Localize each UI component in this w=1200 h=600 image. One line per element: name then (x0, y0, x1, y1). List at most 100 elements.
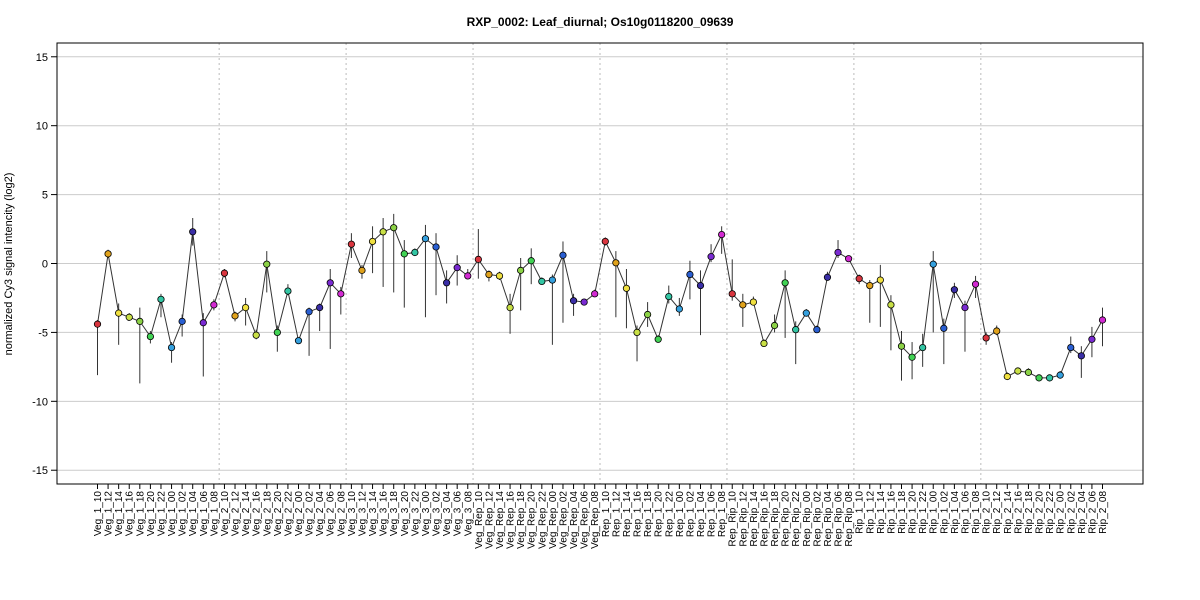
x-tick-label: Rip_1_18 (897, 491, 908, 534)
x-tick-label: Rip_2_12 (992, 491, 1003, 534)
x-tick-label: Rep_Rip_10 (728, 491, 739, 547)
data-point (474, 255, 482, 263)
data-point (770, 321, 779, 330)
x-tick-label: Veg_2_08 (336, 491, 347, 536)
x-tick-label: Veg_Rep_16 (506, 491, 517, 549)
data-point (316, 303, 324, 312)
x-tick-label: Veg_1_16 (125, 491, 136, 536)
x-tick-label: Rep_Rip_02 (812, 491, 823, 547)
data-point (971, 280, 980, 288)
data-point (718, 230, 726, 239)
data-point (125, 313, 133, 321)
data-point (220, 269, 229, 277)
data-point (284, 287, 292, 295)
x-tick-label: Veg_3_14 (368, 491, 379, 536)
x-tick-label: Rip_1_12 (865, 491, 876, 534)
data-point (242, 303, 250, 312)
x-tick-label: Veg_Rep_22 (537, 491, 548, 549)
data-point (675, 305, 683, 313)
y-tick-label: 5 (42, 190, 48, 202)
x-tick-label: Rep_1_16 (633, 491, 644, 538)
x-tick-label: Rip_2_04 (1077, 491, 1088, 534)
chart-title: RXP_0002: Leaf_diurnal; Os10g0118200_096… (467, 15, 734, 29)
x-tick-label: Rep_1_08 (717, 491, 728, 538)
x-tick-label: Rip_2_20 (1035, 491, 1046, 534)
x-tick-label: Veg_2_12 (231, 491, 242, 536)
x-tick-label: Rip_1_00 (929, 491, 940, 534)
data-point (252, 331, 260, 339)
x-tick-label: Rip_2_22 (1045, 491, 1056, 534)
x-tick-label: Rip_1_16 (886, 491, 897, 534)
data-point (294, 337, 303, 345)
data-point (1035, 374, 1043, 382)
x-tick-label: Rip_1_04 (950, 491, 961, 534)
data-point (411, 248, 419, 257)
x-tick-label: Rip_1_20 (908, 491, 919, 534)
data-point (443, 279, 451, 287)
data-point (1088, 335, 1096, 343)
x-tick-label: Rip_1_22 (918, 491, 929, 534)
data-point (686, 270, 694, 279)
x-tick-label: Rep_1_20 (654, 491, 665, 538)
x-tick-label: Veg_Rep_06 (580, 491, 591, 549)
x-tick-label: Veg_3_10 (347, 491, 358, 536)
y-tick-label: 0 (42, 259, 48, 271)
data-point (591, 290, 599, 298)
x-tick-label: Veg_Rep_00 (548, 491, 559, 549)
data-point (464, 272, 472, 280)
data-point (1098, 316, 1107, 324)
data-point (665, 292, 673, 301)
data-point (845, 255, 853, 263)
data-point (993, 327, 1001, 335)
x-tick-label: Veg_2_16 (252, 491, 263, 536)
data-point (189, 228, 197, 236)
data-point (982, 334, 990, 342)
x-tick-label: Veg_3_20 (400, 491, 411, 536)
y-axis-label: normalized Cy3 signal intencity (log2) (3, 173, 15, 356)
data-point (644, 310, 652, 319)
x-tick-label: Rep_1_18 (643, 491, 654, 538)
x-tick-label: Veg_3_04 (442, 491, 453, 536)
x-tick-label: Veg_2_18 (262, 491, 273, 536)
data-point (569, 297, 578, 305)
x-tick-label: Veg_Rep_04 (569, 491, 580, 549)
data-points (93, 224, 1107, 382)
x-tick-label: Rep_Rip_06 (834, 491, 845, 547)
data-point (210, 301, 218, 309)
data-point (305, 308, 313, 316)
data-point (527, 257, 535, 265)
data-point (517, 266, 525, 274)
series-line (97, 227, 1103, 379)
data-point (940, 324, 948, 332)
data-point (495, 272, 504, 280)
data-point (1014, 367, 1022, 375)
data-point (950, 286, 958, 294)
data-point (485, 270, 493, 279)
x-tick-label: Rip_1_08 (971, 491, 982, 534)
x-tick-label: Veg_2_22 (283, 491, 294, 536)
data-point (136, 317, 144, 325)
data-point (453, 264, 461, 272)
data-point (1056, 371, 1064, 379)
data-point (506, 303, 514, 312)
x-tick-label: Rep_1_00 (675, 491, 686, 538)
x-tick-label: Rep_Rip_22 (791, 491, 802, 547)
data-point (199, 319, 207, 327)
data-point (612, 259, 620, 267)
x-tick-label: Veg_Rep_12 (484, 491, 495, 549)
data-point (1077, 352, 1085, 360)
data-point (231, 312, 239, 320)
data-point (696, 281, 705, 290)
data-point (432, 243, 440, 251)
x-tick-label: Rip_1_10 (855, 491, 866, 534)
x-tick-label: Rip_2_14 (1003, 491, 1014, 534)
x-tick-label: Rip_2_16 (1013, 491, 1024, 534)
data-point (263, 260, 271, 268)
data-point (559, 251, 567, 259)
x-tick-label: Veg_1_00 (167, 491, 178, 536)
x-tick-label: Veg_1_14 (114, 491, 125, 536)
x-tick-label: Rep_Rip_20 (781, 491, 792, 547)
y-tick-label: 15 (36, 52, 48, 64)
x-tick-label: Veg_Rep_08 (590, 491, 601, 549)
